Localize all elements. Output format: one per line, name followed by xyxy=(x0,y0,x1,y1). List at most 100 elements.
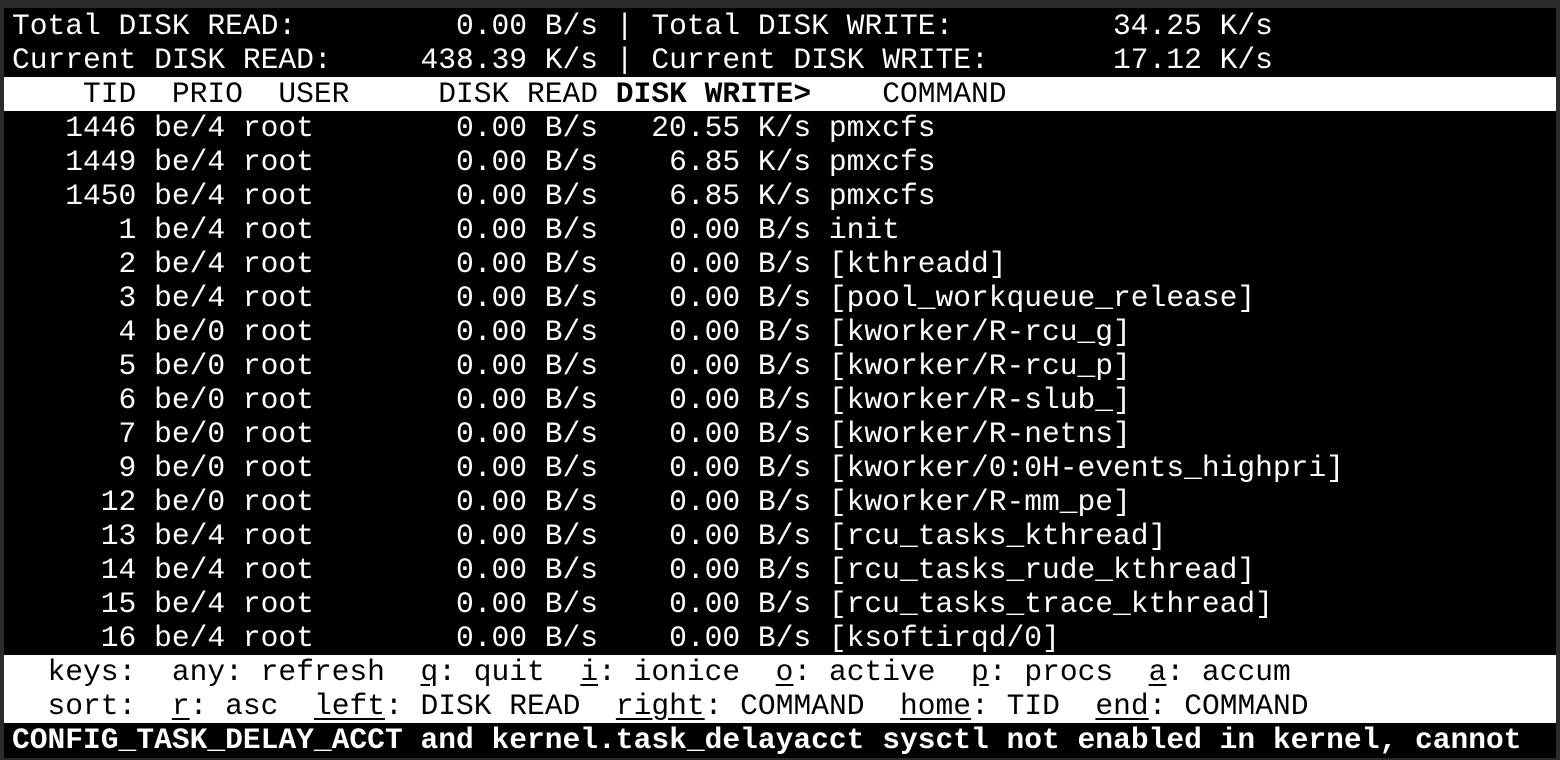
table-row[interactable]: 4 be/0 root 0.00 B/s 0.00 B/s [kworker/R-rcu_… xyxy=(12,315,1556,349)
header-prio[interactable]: PRIO xyxy=(171,77,243,111)
row-user: root xyxy=(242,349,314,383)
help-text: : ionice xyxy=(598,655,776,689)
row-disk-write: 0.00 B/s xyxy=(669,451,812,485)
table-row[interactable]: 12 be/0 root 0.00 B/s 0.00 B/s [kworker/R-mm_… xyxy=(12,485,1556,519)
table-row[interactable]: 15 be/4 root 0.00 B/s 0.00 B/s [rcu_tasks_tra… xyxy=(12,587,1556,621)
row-prio: be/0 xyxy=(154,349,226,383)
row-disk-write: 0.00 B/s xyxy=(669,553,812,587)
table-row[interactable]: 9 be/0 root 0.00 B/s 0.00 B/s [kworker/0:0H-e… xyxy=(12,451,1556,485)
row-command: [rcu_tasks_trace_kthread] xyxy=(828,587,1273,621)
table-row[interactable]: 1450 be/4 root 0.00 B/s 6.85 K/s pmxcfs xyxy=(12,179,1556,213)
row-disk-read: 0.00 B/s xyxy=(455,111,599,145)
shortcut-key: p xyxy=(971,655,989,689)
row-tid: 13 xyxy=(100,519,137,553)
sort-help-line: sort: r: asc left: DISK READ right: COMM… xyxy=(4,689,1556,723)
table-row[interactable]: 6 be/0 root 0.00 B/s 0.00 B/s [kworker/R-slub… xyxy=(12,383,1556,417)
row-prio: be/4 xyxy=(154,145,226,179)
row-disk-write: 0.00 B/s xyxy=(669,281,812,315)
row-command: [kworker/R-rcu_g] xyxy=(828,315,1131,349)
help-text: : TID xyxy=(971,689,1096,723)
row-user: root xyxy=(242,247,314,281)
table-row[interactable]: 14 be/4 root 0.00 B/s 0.00 B/s [rcu_tasks_rud… xyxy=(12,553,1556,587)
row-disk-write: 0.00 B/s xyxy=(669,247,812,281)
total-read-label: Total DISK READ: xyxy=(12,9,297,43)
row-user: root xyxy=(242,553,314,587)
row-disk-write: 20.55 K/s xyxy=(651,111,812,145)
row-command: [kworker/0:0H-events_highpri] xyxy=(828,451,1344,485)
header-tid[interactable]: TID xyxy=(83,77,137,111)
row-tid: 12 xyxy=(100,485,137,519)
row-tid: 7 xyxy=(118,417,137,451)
help-text: : quit xyxy=(438,655,581,689)
table-row[interactable]: 1449 be/4 root 0.00 B/s 6.85 K/s pmxcfs xyxy=(12,145,1556,179)
row-command: init xyxy=(828,213,900,247)
header-user[interactable]: USER xyxy=(278,77,350,111)
row-prio: be/4 xyxy=(154,553,226,587)
header-disk-read[interactable]: DISK READ xyxy=(438,77,599,111)
help-text: : accum xyxy=(1166,655,1291,689)
help-text: sort: xyxy=(12,689,172,723)
row-user: root xyxy=(242,519,314,553)
row-user: root xyxy=(242,213,314,247)
table-row[interactable]: 16 be/4 root 0.00 B/s 0.00 B/s [ksoftirqd/0] xyxy=(12,621,1556,655)
table-row[interactable]: 1446 be/4 root 0.00 B/s 20.55 K/s pmxcfs xyxy=(12,111,1556,145)
separator: | xyxy=(615,9,634,43)
row-disk-read: 0.00 B/s xyxy=(455,383,599,417)
table-row[interactable]: 7 be/0 root 0.00 B/s 0.00 B/s [kworker/R-netn… xyxy=(12,417,1556,451)
header-command[interactable]: COMMAND xyxy=(882,77,1007,111)
row-user: root xyxy=(242,621,314,655)
row-disk-write: 0.00 B/s xyxy=(669,315,812,349)
row-tid: 1 xyxy=(118,213,137,247)
table-row[interactable]: 1 be/4 root 0.00 B/s 0.00 B/s init xyxy=(12,213,1556,247)
table-row[interactable]: 13 be/4 root 0.00 B/s 0.00 B/s [rcu_tasks_kth… xyxy=(12,519,1556,553)
row-tid: 4 xyxy=(118,315,137,349)
row-disk-read: 0.00 B/s xyxy=(455,179,599,213)
row-prio: be/4 xyxy=(154,621,226,655)
table-row[interactable]: 5 be/0 root 0.00 B/s 0.00 B/s [kworker/R-rcu_… xyxy=(12,349,1556,383)
row-command: [ksoftirqd/0] xyxy=(828,621,1060,655)
shortcut-key: o xyxy=(775,655,794,689)
row-user: root xyxy=(242,587,314,621)
row-prio: be/0 xyxy=(154,417,226,451)
row-disk-write: 6.85 K/s xyxy=(669,179,812,213)
row-disk-write: 0.00 B/s xyxy=(669,213,812,247)
row-command: [kthreadd] xyxy=(828,247,1007,281)
row-command: [pool_workqueue_release] xyxy=(828,281,1256,315)
row-disk-read: 0.00 B/s xyxy=(455,621,599,655)
row-command: pmxcfs xyxy=(828,179,936,213)
current-write-label: Current DISK WRITE: xyxy=(651,43,989,77)
help-text: keys: any: refresh xyxy=(12,655,421,689)
table-row[interactable]: 3 be/4 root 0.00 B/s 0.00 B/s [pool_workqueue… xyxy=(12,281,1556,315)
keys-help-line: keys: any: refresh q: quit i: ionice o: … xyxy=(4,655,1556,689)
row-tid: 3 xyxy=(118,281,137,315)
shortcut-key: home xyxy=(900,689,972,723)
row-user: root xyxy=(242,383,314,417)
total-read-value: 0.00 B/s xyxy=(455,9,599,43)
row-prio: be/4 xyxy=(154,179,226,213)
total-io-line: Total DISK READ: 0.00 B/s | Total DISK W… xyxy=(12,9,1556,43)
row-command: pmxcfs xyxy=(828,111,936,145)
row-user: root xyxy=(242,451,314,485)
current-read-value: 438.39 K/s xyxy=(420,43,599,77)
row-prio: be/4 xyxy=(154,587,226,621)
row-tid: 16 xyxy=(100,621,137,655)
row-tid: 2 xyxy=(118,247,137,281)
row-command: [rcu_tasks_rude_kthread] xyxy=(828,553,1256,587)
current-write-value: 17.12 K/s xyxy=(1113,43,1273,77)
shortcut-key: left xyxy=(313,689,385,723)
row-user: root xyxy=(242,417,314,451)
row-prio: be/4 xyxy=(154,519,226,553)
separator: | xyxy=(615,43,634,77)
row-user: root xyxy=(242,145,314,179)
row-disk-read: 0.00 B/s xyxy=(455,145,599,179)
current-read-label: Current DISK READ: xyxy=(12,43,332,77)
shortcut-key: end xyxy=(1095,689,1149,723)
row-command: pmxcfs xyxy=(828,145,936,179)
header-disk-write-sorted[interactable]: DISK WRITE> xyxy=(615,77,812,111)
shortcut-key: right xyxy=(615,689,705,723)
table-row[interactable]: 2 be/4 root 0.00 B/s 0.00 B/s [kthreadd] xyxy=(12,247,1556,281)
iotop-terminal[interactable]: Total DISK READ: 0.00 B/s | Total DISK W… xyxy=(4,8,1556,758)
row-command: [rcu_tasks_kthread] xyxy=(828,519,1167,553)
row-disk-read: 0.00 B/s xyxy=(455,553,599,587)
current-io-line: Current DISK READ: 438.39 K/s | Current … xyxy=(12,43,1556,77)
